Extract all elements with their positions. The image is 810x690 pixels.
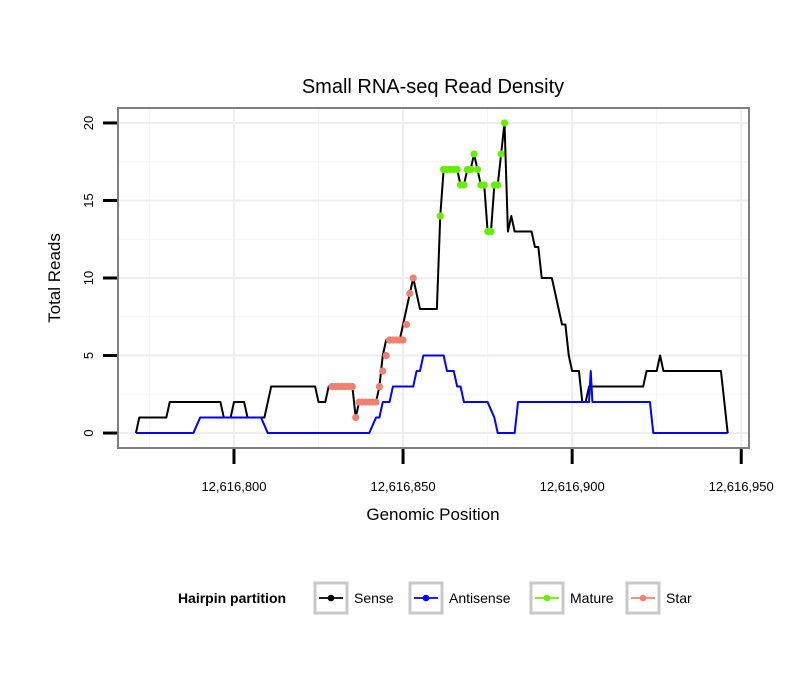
data-point-mature	[460, 181, 468, 189]
legend-dot-antisense	[422, 594, 430, 602]
series-line-sense	[134, 121, 729, 434]
data-point-star	[406, 289, 414, 298]
data-point-mature	[487, 227, 495, 236]
legend-title: Hairpin partition	[178, 590, 286, 606]
plot-area	[117, 107, 750, 449]
chart-title: Small RNA-seq Read Density	[302, 76, 564, 98]
y-tick-label: 20	[81, 116, 96, 130]
series-points	[328, 119, 509, 422]
data-point-star	[348, 382, 356, 391]
data-point-mature	[467, 165, 475, 174]
data-point-star	[409, 274, 417, 282]
x-tick-label: 12,616,900	[540, 479, 605, 494]
x-tick-label: 12,616,800	[201, 479, 266, 494]
data-point-mature	[473, 165, 482, 174]
legend-dot-sense	[327, 594, 335, 602]
data-point-star	[375, 382, 383, 391]
data-point-mature	[470, 150, 478, 158]
legend-label-antisense: Antisense	[449, 590, 511, 606]
y-tick-label: 5	[81, 352, 96, 359]
y-axis-label: Total Reads	[45, 233, 64, 323]
legend-dot-mature	[543, 594, 551, 602]
data-point-mature	[500, 119, 509, 127]
x-tick-label: 12,616,950	[709, 479, 774, 494]
data-point-star	[379, 367, 387, 375]
legend-label-mature: Mature	[570, 590, 614, 606]
y-tick-label: 15	[81, 193, 96, 207]
data-point-star	[382, 351, 390, 360]
x-axis: 12,616,800 12,616,850 12,616,900 12,616,950	[201, 449, 774, 494]
data-point-mature	[453, 165, 461, 174]
data-point-mature	[497, 150, 505, 158]
data-point-mature	[494, 181, 502, 189]
data-point-mature	[480, 181, 488, 189]
y-tick-label: 0	[81, 429, 96, 436]
x-tick-label: 12,616,850	[371, 479, 436, 494]
x-axis-label: Genomic Position	[366, 505, 499, 524]
legend: Hairpin partition Sense Antisense Mature St…	[178, 581, 692, 615]
data-point-star	[352, 413, 360, 422]
data-point-star	[372, 398, 380, 406]
legend-dot-star	[639, 594, 647, 602]
data-point-star	[399, 336, 407, 344]
series-line-antisense	[135, 354, 728, 435]
y-axis: 0 5 10 15 20	[81, 116, 117, 437]
series-lines	[134, 121, 729, 435]
grid-lines	[119, 109, 748, 447]
data-point-star	[402, 320, 411, 329]
legend-label-star: Star	[666, 590, 692, 606]
legend-label-sense: Sense	[354, 590, 394, 606]
y-tick-label: 10	[81, 271, 96, 285]
data-point-mature	[436, 212, 444, 220]
